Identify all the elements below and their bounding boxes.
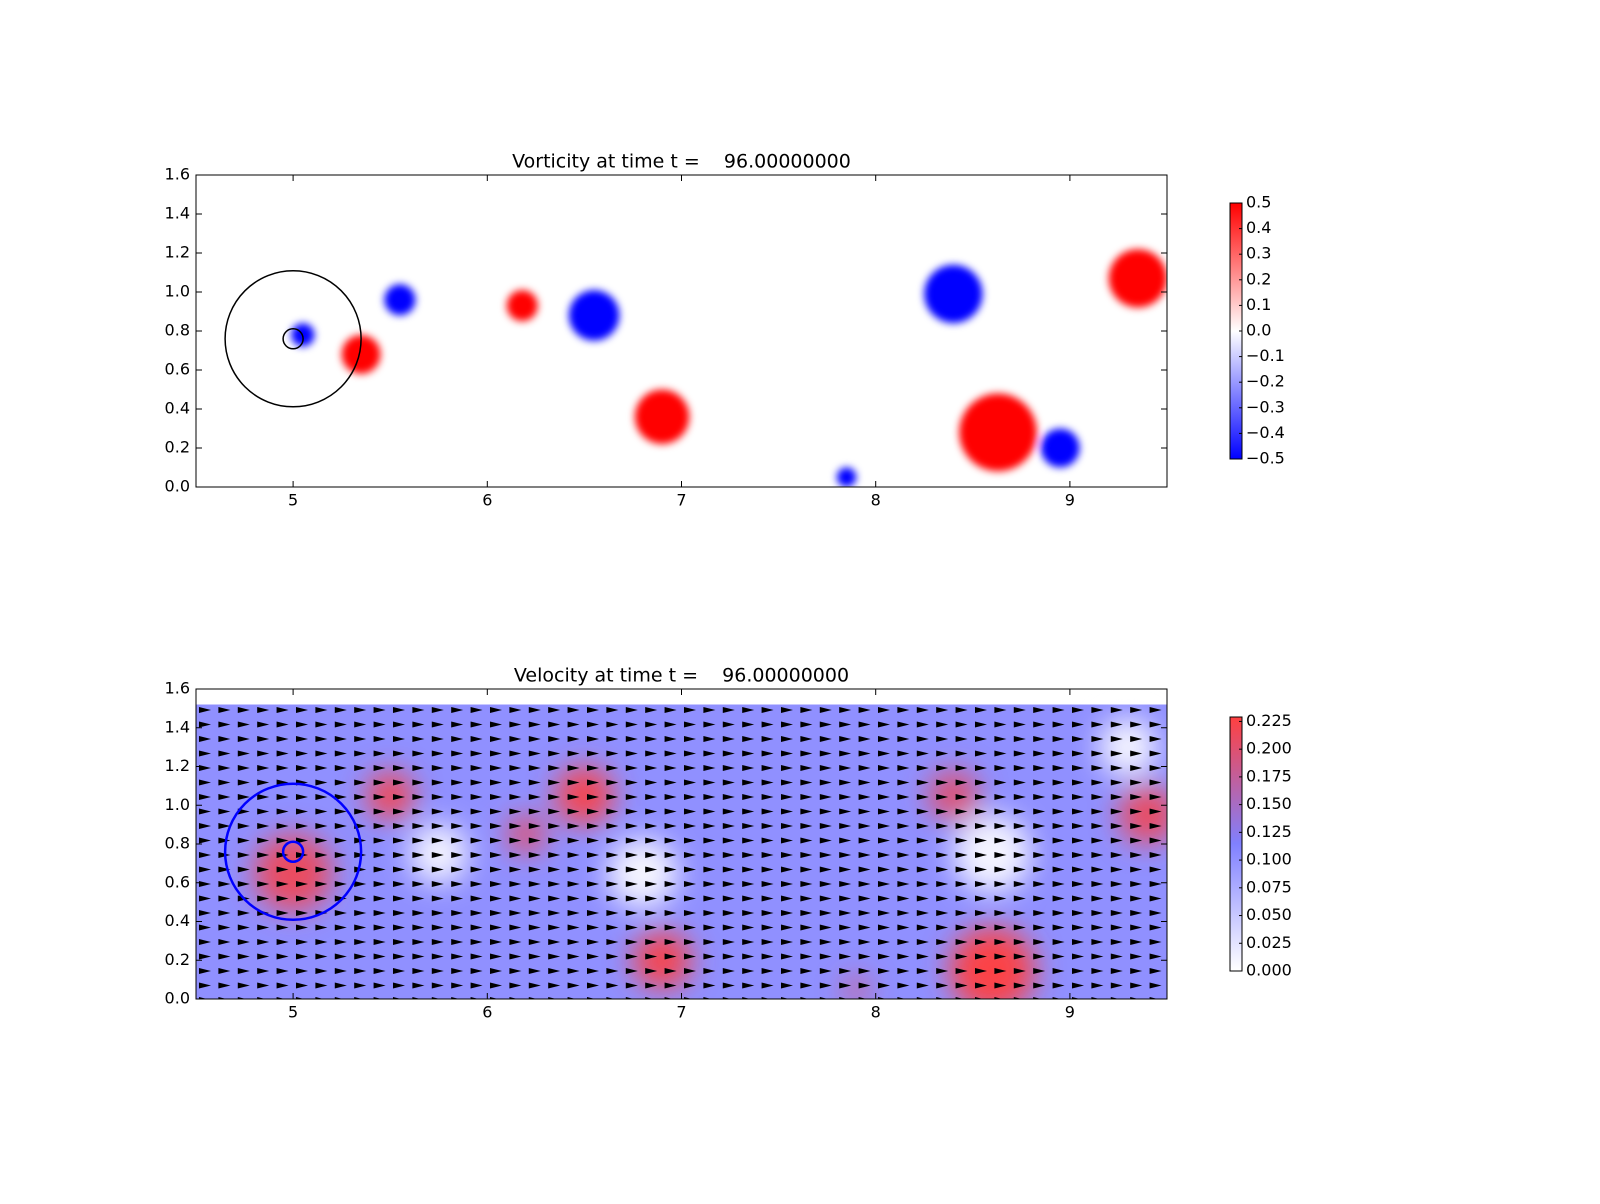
y-tick-label: 0.6 — [165, 872, 190, 891]
cb-tick-label: −0.5 — [1246, 449, 1285, 468]
field-blob — [1108, 249, 1167, 308]
field-blob — [384, 284, 416, 316]
colorbar — [1229, 716, 1243, 972]
y-tick-label: 1.4 — [165, 204, 190, 223]
x-tick-label: 6 — [482, 1003, 492, 1022]
x-tick-label: 7 — [676, 1003, 686, 1022]
x-tick-label: 9 — [1065, 491, 1075, 510]
cb-tick-label: 0.5 — [1246, 193, 1271, 212]
y-tick-label: 0.8 — [165, 321, 190, 340]
cb-tick-label: 0.075 — [1246, 877, 1292, 896]
field-blob — [924, 264, 983, 324]
cylinder — [282, 328, 304, 350]
y-tick-label: 1.6 — [165, 679, 190, 698]
cb-tick-label: 0.200 — [1246, 739, 1292, 758]
y-tick-label: 1.2 — [165, 756, 190, 775]
cylinder — [281, 840, 305, 863]
cb-tick-label: −0.4 — [1246, 423, 1285, 442]
cb-tick-label: 0.2 — [1246, 269, 1271, 288]
cb-tick-label: −0.2 — [1246, 372, 1285, 391]
y-tick-label: 1.0 — [165, 795, 190, 814]
blobs — [291, 249, 1167, 487]
cb-tick-label: −0.3 — [1246, 397, 1285, 416]
field-blob — [959, 393, 1037, 472]
cb-tick-label: −0.1 — [1246, 346, 1285, 365]
y-tick-label: 0.2 — [165, 950, 190, 969]
chart-title: Vorticity at time t = 96.00000000 — [512, 151, 851, 173]
x-tick-label: 6 — [482, 491, 492, 510]
y-tick-label: 1.2 — [165, 243, 190, 262]
y-tick-label: 0.4 — [165, 399, 190, 418]
cb-tick-label: 0.3 — [1246, 244, 1271, 263]
x-tick-label: 5 — [288, 491, 298, 510]
cb-tick-label: 0.025 — [1246, 933, 1292, 952]
cb-tick-label: 0.150 — [1246, 794, 1292, 813]
cb-tick-label: 0.000 — [1246, 961, 1292, 980]
y-tick-label: 0.4 — [165, 911, 190, 930]
x-tick-label: 5 — [288, 1003, 298, 1022]
y-tick-label: 0.2 — [165, 438, 190, 457]
cb-tick-label: 0.100 — [1246, 850, 1292, 869]
x-tick-label: 7 — [676, 491, 686, 510]
cb-tick-label: 0.050 — [1246, 905, 1292, 924]
y-tick-label: 0.6 — [165, 360, 190, 379]
x-tick-label: 8 — [871, 1003, 881, 1022]
field-blob — [836, 467, 857, 487]
x-tick-label: 9 — [1065, 1003, 1075, 1022]
y-tick-label: 0.0 — [165, 989, 190, 1008]
y-tick-label: 1.6 — [165, 165, 190, 184]
y-tick-label: 1.4 — [165, 717, 190, 736]
velocity-arrows — [196, 704, 1167, 999]
y-tick-label: 0.0 — [165, 477, 190, 496]
field-blob — [341, 334, 381, 374]
cb-tick-label: 0.175 — [1246, 766, 1292, 785]
field-blob — [1040, 428, 1080, 468]
y-tick-label: 0.8 — [165, 834, 190, 853]
cb-tick-label: 0.125 — [1246, 822, 1292, 841]
cb-tick-label: 0.1 — [1246, 295, 1271, 314]
annotation-circle — [223, 782, 363, 921]
x-tick-label: 8 — [871, 491, 881, 510]
y-tick-label: 1.0 — [165, 282, 190, 301]
plot-area — [196, 175, 1167, 487]
cb-tick-label: 0.225 — [1246, 711, 1292, 730]
plot-area — [196, 704, 1167, 999]
cb-tick-label: 0.4 — [1246, 218, 1271, 237]
field-blob — [506, 290, 538, 322]
annotation-circle — [224, 270, 362, 408]
cb-tick-label: 0.0 — [1246, 321, 1271, 340]
chart-title: Velocity at time t = 96.00000000 — [514, 665, 849, 687]
field-blob — [634, 389, 690, 444]
field-blob — [568, 290, 620, 341]
